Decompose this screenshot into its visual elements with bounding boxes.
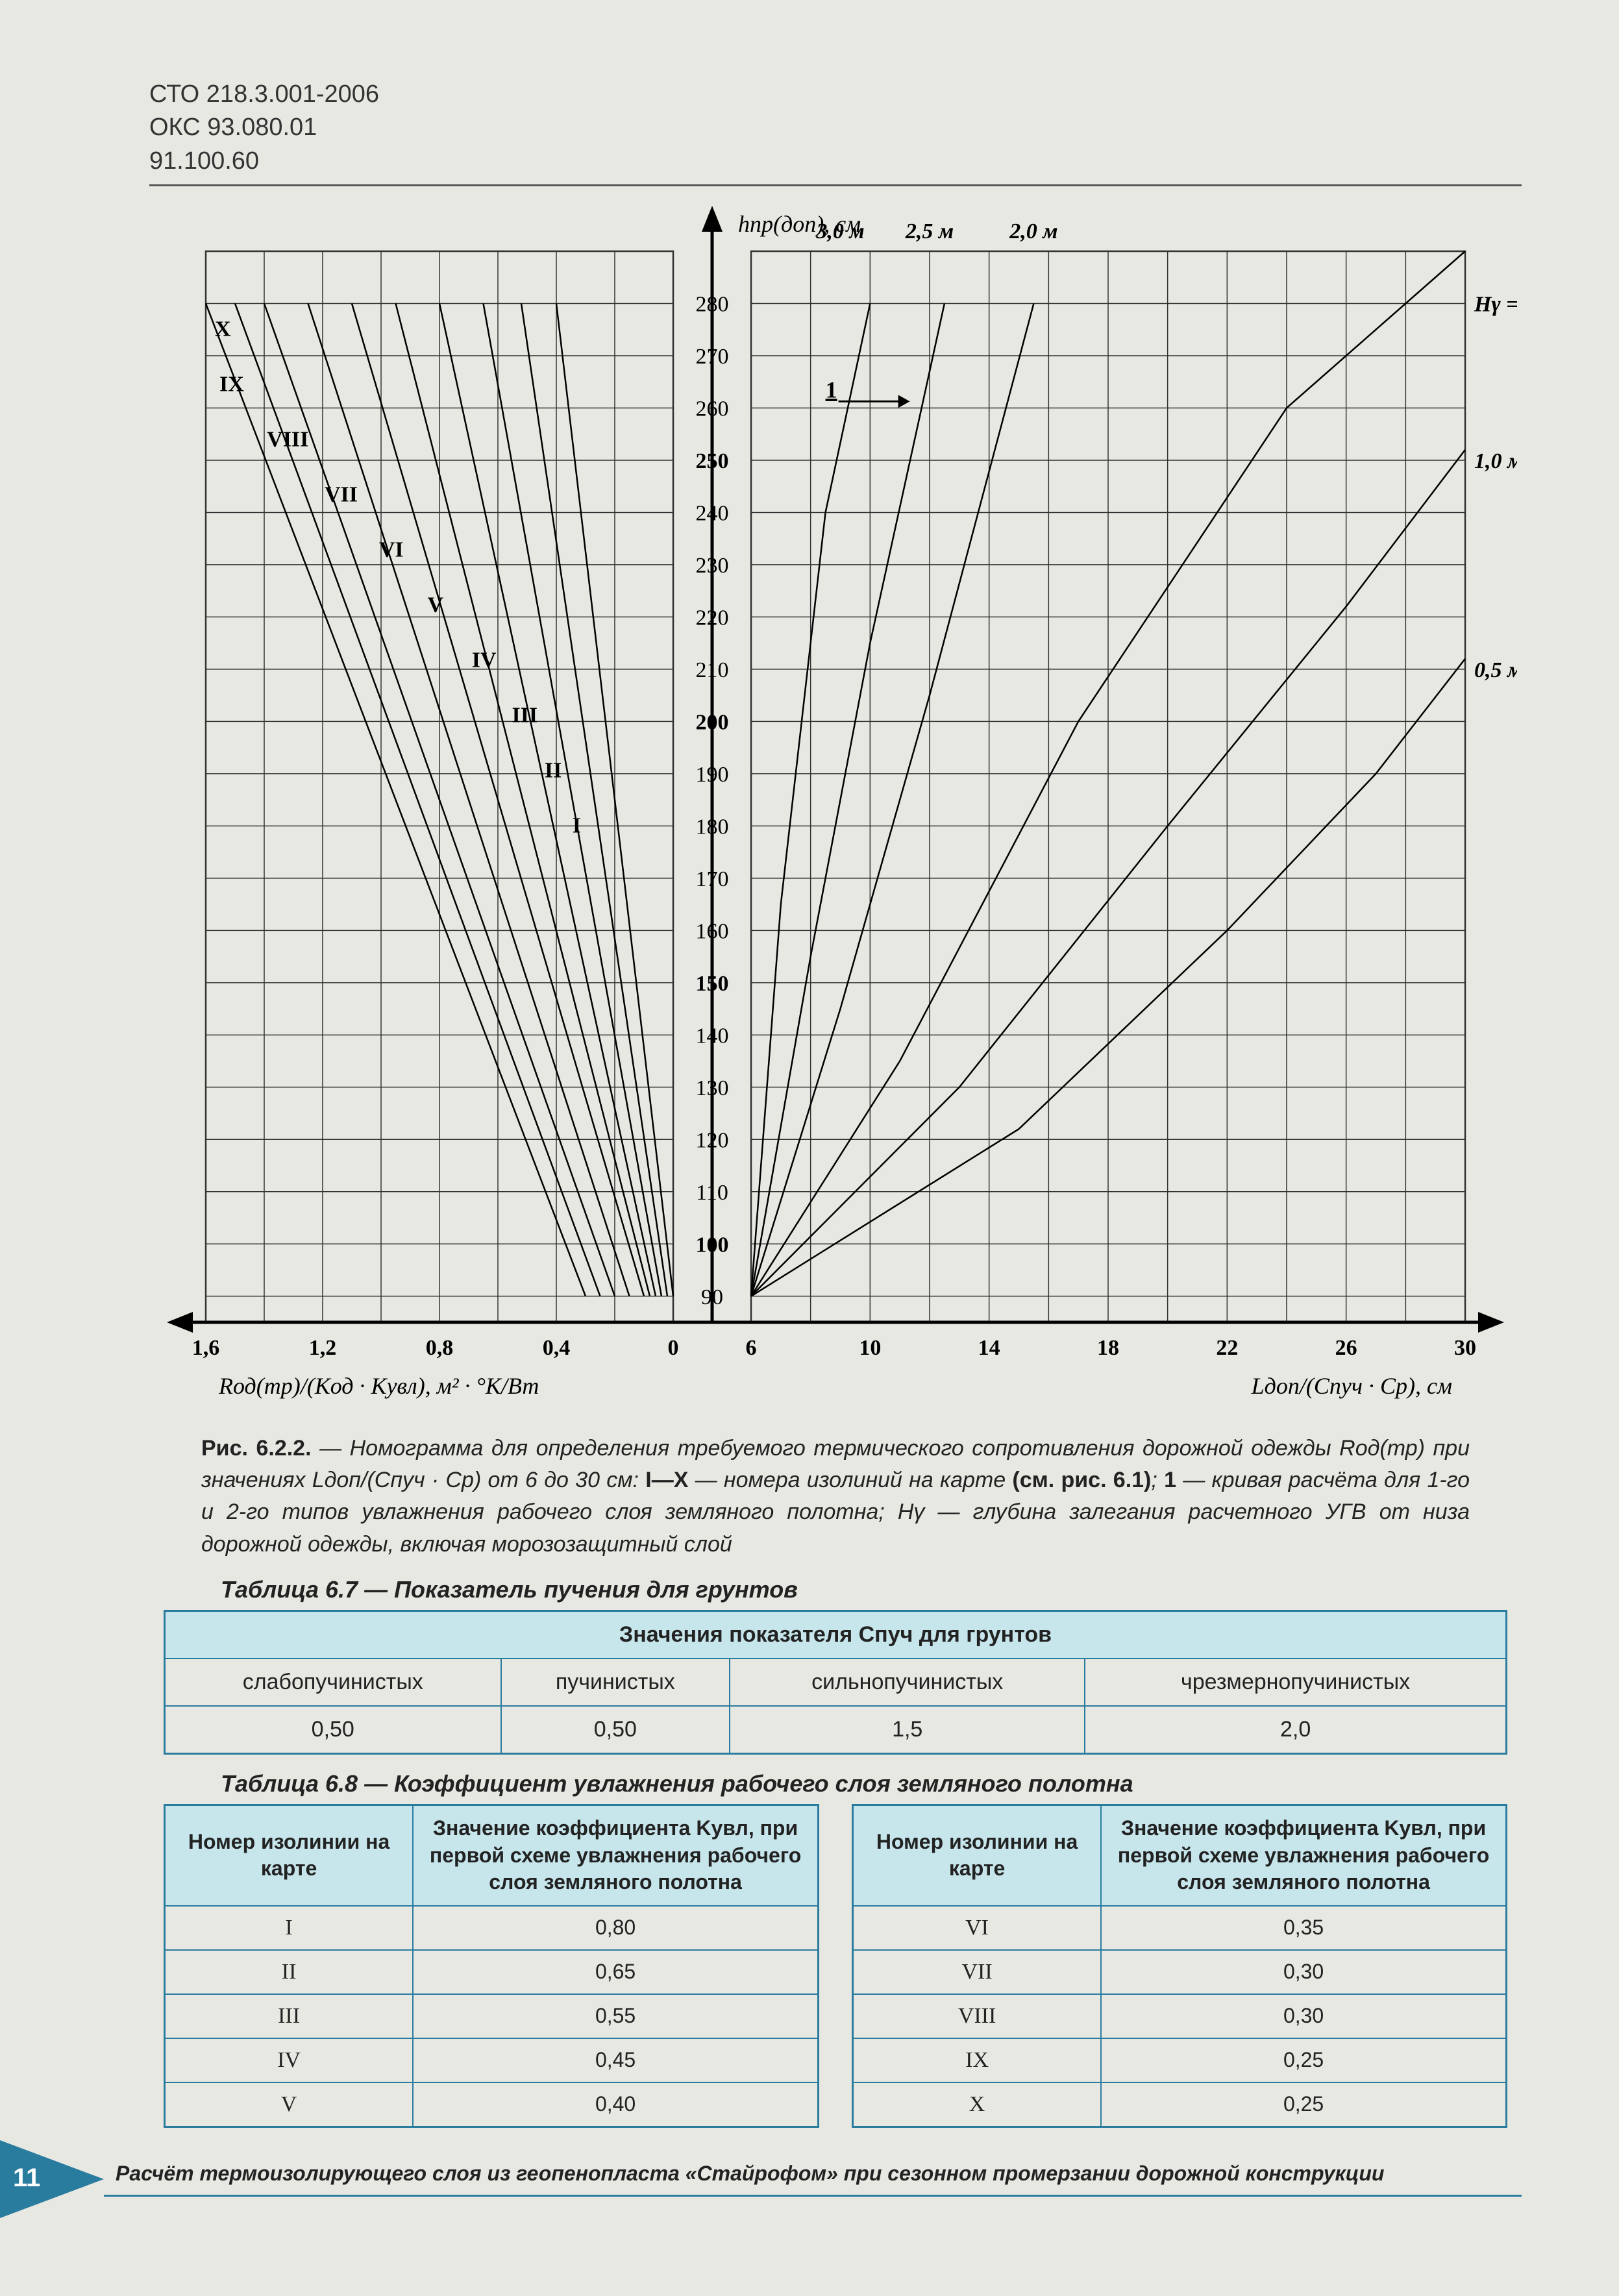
svg-text:VIII: VIII xyxy=(267,427,308,451)
t68-l-roman-1: II xyxy=(165,1950,414,1994)
t68-l-val-0: 0,80 xyxy=(413,1906,818,1950)
t68-r-val-1: 0,30 xyxy=(1101,1950,1506,1994)
svg-text:V: V xyxy=(428,593,444,617)
t68-r-val-4: 0,25 xyxy=(1101,2082,1506,2127)
svg-text:VI: VI xyxy=(379,537,404,562)
caption-ref: (см. рис. 6.1) xyxy=(1012,1468,1151,1492)
figure-caption: Рис. 6.2.2. — Номограмма для определения… xyxy=(201,1433,1470,1561)
t68-col2-l: Значение коэффициента Kувл, при первой с… xyxy=(413,1805,818,1906)
svg-text:22: 22 xyxy=(1216,1336,1238,1360)
nomogram-chart: 9010011012013014015016017018019020021022… xyxy=(154,199,1517,1420)
svg-text:X: X xyxy=(215,317,231,341)
svg-text:1,0 м: 1,0 м xyxy=(1474,449,1517,473)
table67-title: Таблица 6.7 — Показатель пучения для гру… xyxy=(221,1576,1522,1603)
page-number-triangle: 11 xyxy=(0,2140,104,2218)
t67-val-2: 1,5 xyxy=(730,1706,1085,1754)
t67-col-1: пучинистых xyxy=(501,1659,730,1706)
svg-text:Lдоп/(Cпуч · Cр), см: Lдоп/(Cпуч · Cр), см xyxy=(1251,1373,1452,1399)
svg-text:1: 1 xyxy=(826,376,837,402)
page-number: 11 xyxy=(13,2164,40,2193)
t68-l-val-2: 0,55 xyxy=(413,1994,818,2038)
t67-val-3: 2,0 xyxy=(1085,1706,1506,1754)
caption-lead: Рис. 6.2.2. xyxy=(201,1436,312,1461)
page-footer: 11 Расчёт термоизолирующего слоя из геоп… xyxy=(0,2140,1522,2218)
svg-text:6: 6 xyxy=(746,1336,757,1360)
header-line-1: СТО 218.3.001-2006 xyxy=(149,78,1522,111)
t68-l-val-1: 0,65 xyxy=(413,1950,818,1994)
svg-text:III: III xyxy=(512,703,538,727)
svg-text:30: 30 xyxy=(1454,1336,1476,1360)
table68-title: Таблица 6.8 — Коэффициент увлажнения раб… xyxy=(221,1770,1522,1797)
table-6-7: Значения показателя Cпуч для грунтов сла… xyxy=(164,1610,1507,1755)
table68-left: Номер изолинии на карте Значение коэффиц… xyxy=(164,1804,819,2128)
t68-l-roman-0: I xyxy=(165,1906,414,1950)
t67-val-0: 0,50 xyxy=(165,1706,501,1754)
svg-text:0,8: 0,8 xyxy=(426,1336,454,1360)
t68-col1-r: Номер изолинии на карте xyxy=(853,1805,1102,1906)
svg-text:18: 18 xyxy=(1097,1336,1119,1360)
svg-text:0,5 м: 0,5 м xyxy=(1474,658,1517,682)
table-6-8: Номер изолинии на карте Значение коэффиц… xyxy=(164,1804,1507,2128)
svg-text:Hγ = 1,5 м: Hγ = 1,5 м xyxy=(1474,292,1517,316)
t68-l-val-3: 0,45 xyxy=(413,2038,818,2082)
svg-text:10: 10 xyxy=(859,1336,881,1360)
t68-r-val-0: 0,35 xyxy=(1101,1906,1506,1950)
t67-col-0: слабопучинистых xyxy=(165,1659,501,1706)
doc-header: СТО 218.3.001-2006 ОКС 93.080.01 91.100.… xyxy=(149,78,1522,186)
t68-l-roman-4: V xyxy=(165,2082,414,2127)
table67-header: Значения показателя Cпуч для грунтов xyxy=(165,1611,1507,1659)
caption-one: 1 xyxy=(1164,1468,1176,1492)
caption-IX: I—X xyxy=(645,1468,688,1492)
svg-text:1,6: 1,6 xyxy=(192,1336,220,1360)
t67-col-3: чрезмернопучинистых xyxy=(1085,1659,1506,1706)
svg-text:0: 0 xyxy=(668,1336,679,1360)
svg-text:2,5 м: 2,5 м xyxy=(905,219,954,243)
t68-col1-l: Номер изолинии на карте xyxy=(165,1805,414,1906)
footer-text: Расчёт термоизолирующего слоя из геопено… xyxy=(104,2162,1522,2197)
t68-r-roman-3: IX xyxy=(853,2038,1102,2082)
t67-col-2: сильнопучинистых xyxy=(730,1659,1085,1706)
t68-l-roman-2: III xyxy=(165,1994,414,2038)
t68-r-roman-2: VIII xyxy=(853,1994,1102,2038)
t68-l-roman-3: IV xyxy=(165,2038,414,2082)
t68-r-roman-0: VI xyxy=(853,1906,1102,1950)
caption-body3: — номера изолиний на карте xyxy=(688,1468,1012,1492)
svg-text:Rод(тр)/(Kод · Kувл), м² · °K: Rод(тр)/(Kод · Kувл), м² · °K/Вт xyxy=(218,1373,539,1399)
svg-text:3,0 м: 3,0 м xyxy=(815,219,864,243)
svg-text:VII: VII xyxy=(325,482,358,506)
t68-r-val-3: 0,25 xyxy=(1101,2038,1506,2082)
table68-right: Номер изолинии на карте Значение коэффиц… xyxy=(852,1804,1507,2128)
header-line-3: 91.100.60 xyxy=(149,145,1522,178)
svg-text:2,0 м: 2,0 м xyxy=(1009,219,1057,243)
svg-text:II: II xyxy=(545,758,562,782)
page: СТО 218.3.001-2006 ОКС 93.080.01 91.100.… xyxy=(0,0,1619,2296)
t67-val-1: 0,50 xyxy=(501,1706,730,1754)
t68-r-roman-4: X xyxy=(853,2082,1102,2127)
t68-r-roman-1: VII xyxy=(853,1950,1102,1994)
svg-text:0,4: 0,4 xyxy=(543,1336,571,1360)
svg-text:I: I xyxy=(573,813,581,837)
svg-text:14: 14 xyxy=(978,1336,1000,1360)
header-line-2: ОКС 93.080.01 xyxy=(149,111,1522,144)
t68-r-val-2: 0,30 xyxy=(1101,1994,1506,2038)
t68-col2-r: Значение коэффициента Kувл, при первой с… xyxy=(1101,1805,1506,1906)
svg-text:1,2: 1,2 xyxy=(309,1336,337,1360)
t68-l-val-4: 0,40 xyxy=(413,2082,818,2127)
caption-body4: ; xyxy=(1151,1468,1164,1492)
svg-text:26: 26 xyxy=(1335,1336,1357,1360)
svg-text:IV: IV xyxy=(472,648,497,672)
svg-text:IX: IX xyxy=(219,372,244,396)
